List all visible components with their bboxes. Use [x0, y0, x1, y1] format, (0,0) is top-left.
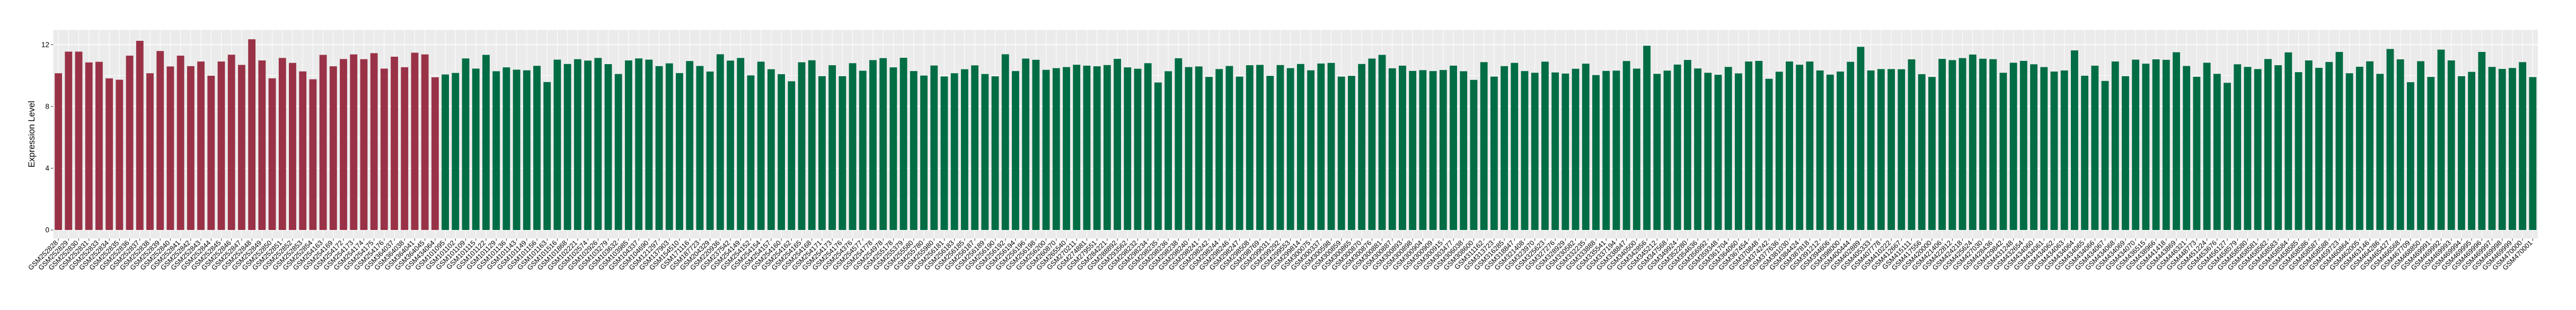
svg-text:12: 12: [41, 41, 49, 49]
svg-text:4: 4: [45, 164, 49, 172]
svg-text:Expression Level: Expression Level: [27, 101, 37, 167]
svg-text:8: 8: [45, 102, 49, 110]
svg-text:0: 0: [45, 226, 49, 234]
